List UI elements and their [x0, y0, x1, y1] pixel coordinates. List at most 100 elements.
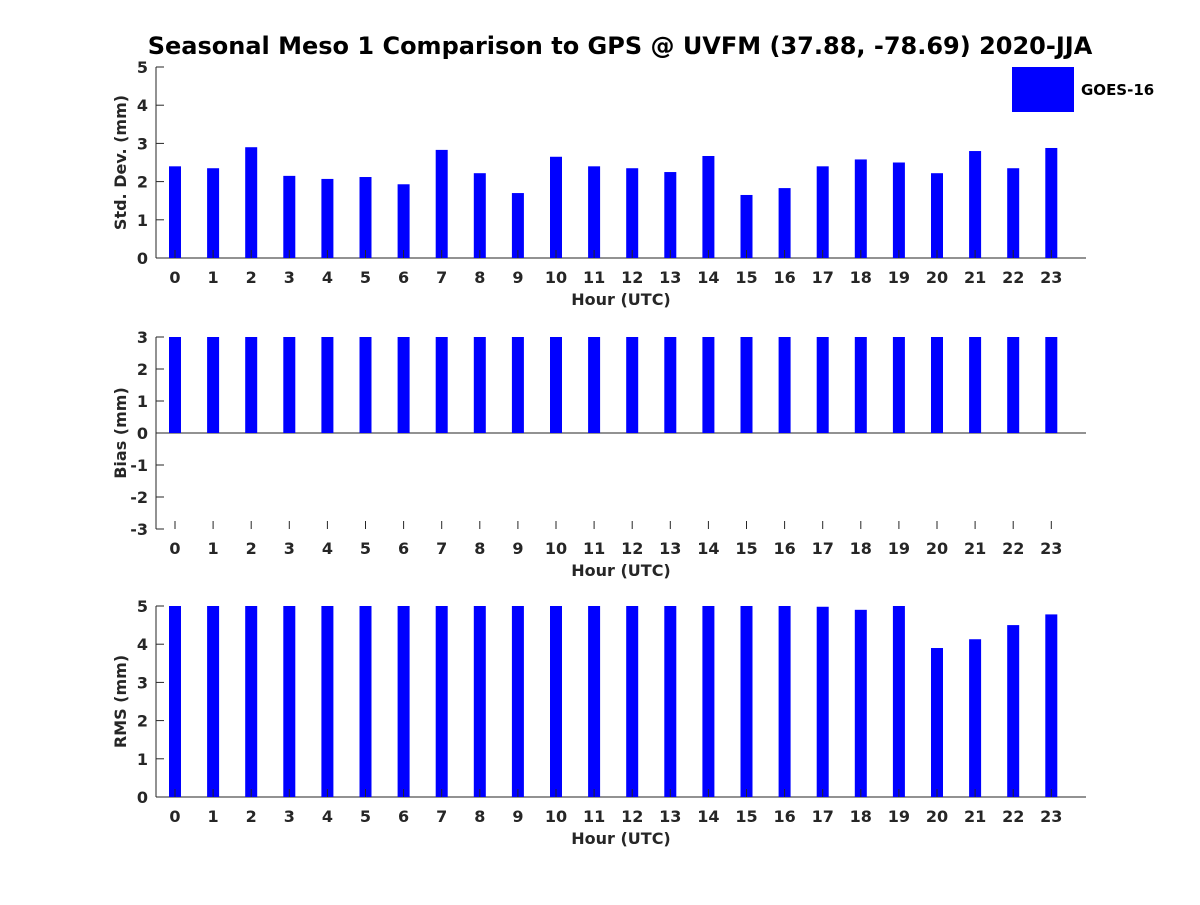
x-tick-label: 20 [926, 539, 948, 558]
bar-hour-5 [359, 606, 372, 797]
bar-hour-15 [740, 194, 753, 258]
bar-hour-2 [245, 337, 258, 433]
x-tick-label: 0 [169, 539, 180, 558]
x-tick-label: 3 [284, 268, 295, 287]
x-tick-label: 7 [436, 268, 447, 287]
x-tick-label: 15 [735, 807, 757, 826]
chart-title: Seasonal Meso 1 Comparison to GPS @ UVFM… [148, 32, 1093, 60]
bar-hour-21 [969, 337, 982, 433]
bar-hour-1 [207, 168, 220, 258]
x-tick-label: 9 [512, 268, 523, 287]
bar-hour-12 [626, 606, 639, 797]
bar-hour-11 [588, 166, 601, 258]
x-tick-label: 12 [621, 539, 643, 558]
y-axis-label: Bias (mm) [111, 387, 130, 479]
bar-hour-7 [435, 606, 448, 797]
bar-hour-3 [283, 337, 296, 433]
x-tick-label: 6 [398, 807, 409, 826]
x-tick-label: 3 [284, 807, 295, 826]
x-tick-label: 12 [621, 268, 643, 287]
x-tick-label: 20 [926, 807, 948, 826]
bar-hour-3 [283, 175, 296, 258]
x-tick-label: 2 [246, 268, 257, 287]
bar-hour-15 [740, 337, 753, 433]
bar-hour-10 [550, 156, 562, 258]
bar-hour-11 [588, 606, 601, 797]
x-tick-label: 20 [926, 268, 948, 287]
bar-hour-20 [931, 337, 943, 433]
x-tick-label: 8 [474, 539, 485, 558]
x-tick-label: 19 [888, 807, 910, 826]
x-tick-label: 9 [512, 807, 523, 826]
bar-hour-18 [854, 337, 867, 433]
bar-hour-20 [931, 173, 943, 258]
bar-hour-17 [816, 166, 829, 258]
bar-hour-22 [1007, 337, 1020, 433]
bar-hour-6 [397, 184, 410, 258]
x-tick-label: 6 [398, 539, 409, 558]
bar-hour-4 [321, 606, 334, 797]
x-tick-label: 0 [169, 807, 180, 826]
x-axis-label: Hour (UTC) [571, 829, 671, 848]
bar-hour-10 [550, 606, 562, 797]
y-tick-label: 5 [137, 58, 148, 77]
bar-hour-21 [969, 151, 982, 258]
bar-hour-4 [321, 337, 334, 433]
x-tick-label: 10 [545, 807, 567, 826]
x-tick-label: 21 [964, 807, 986, 826]
bar-hour-13 [664, 337, 677, 433]
bar-hour-14 [702, 337, 715, 433]
x-tick-label: 14 [697, 807, 719, 826]
x-tick-label: 1 [208, 268, 219, 287]
bar-hour-5 [359, 177, 372, 258]
bar-hour-12 [626, 337, 639, 433]
bar-hour-17 [816, 337, 829, 433]
x-tick-label: 11 [583, 539, 605, 558]
x-tick-label: 15 [735, 539, 757, 558]
y-tick-label: 1 [137, 211, 148, 230]
bar-hour-13 [664, 606, 677, 797]
x-tick-label: 8 [474, 268, 485, 287]
bar-hour-10 [550, 337, 562, 433]
bar-hour-6 [397, 606, 410, 797]
bar-hour-0 [169, 337, 181, 433]
x-tick-label: 10 [545, 268, 567, 287]
bar-hour-15 [740, 606, 753, 797]
y-tick-label: 4 [137, 635, 148, 654]
x-tick-label: 7 [436, 807, 447, 826]
bar-hour-0 [169, 606, 181, 797]
y-tick-label: -1 [130, 456, 148, 475]
x-tick-label: 21 [964, 539, 986, 558]
x-tick-label: 9 [512, 539, 523, 558]
x-tick-label: 18 [850, 807, 872, 826]
x-tick-label: 5 [360, 807, 371, 826]
x-tick-label: 22 [1002, 807, 1024, 826]
x-tick-label: 6 [398, 268, 409, 287]
bar-hour-2 [245, 147, 258, 258]
x-tick-label: 17 [812, 807, 834, 826]
x-tick-label: 21 [964, 268, 986, 287]
bar-hour-7 [435, 337, 448, 433]
bar-hour-23 [1045, 614, 1058, 797]
x-tick-label: 23 [1040, 539, 1062, 558]
bar-hour-14 [702, 606, 715, 797]
x-tick-label: 13 [659, 539, 681, 558]
bar-hour-1 [207, 606, 220, 797]
x-tick-label: 23 [1040, 807, 1062, 826]
bar-hour-8 [473, 173, 486, 258]
legend-label: GOES-16 [1081, 81, 1154, 99]
bar-hour-23 [1045, 337, 1058, 433]
bar-hour-12 [626, 168, 639, 258]
x-tick-label: 16 [773, 807, 795, 826]
x-tick-label: 0 [169, 268, 180, 287]
x-tick-label: 4 [322, 268, 333, 287]
bar-hour-16 [778, 606, 791, 797]
x-tick-label: 14 [697, 539, 719, 558]
x-tick-label: 11 [583, 807, 605, 826]
x-tick-label: 1 [208, 539, 219, 558]
x-tick-label: 2 [246, 539, 257, 558]
bar-hour-9 [511, 193, 524, 258]
